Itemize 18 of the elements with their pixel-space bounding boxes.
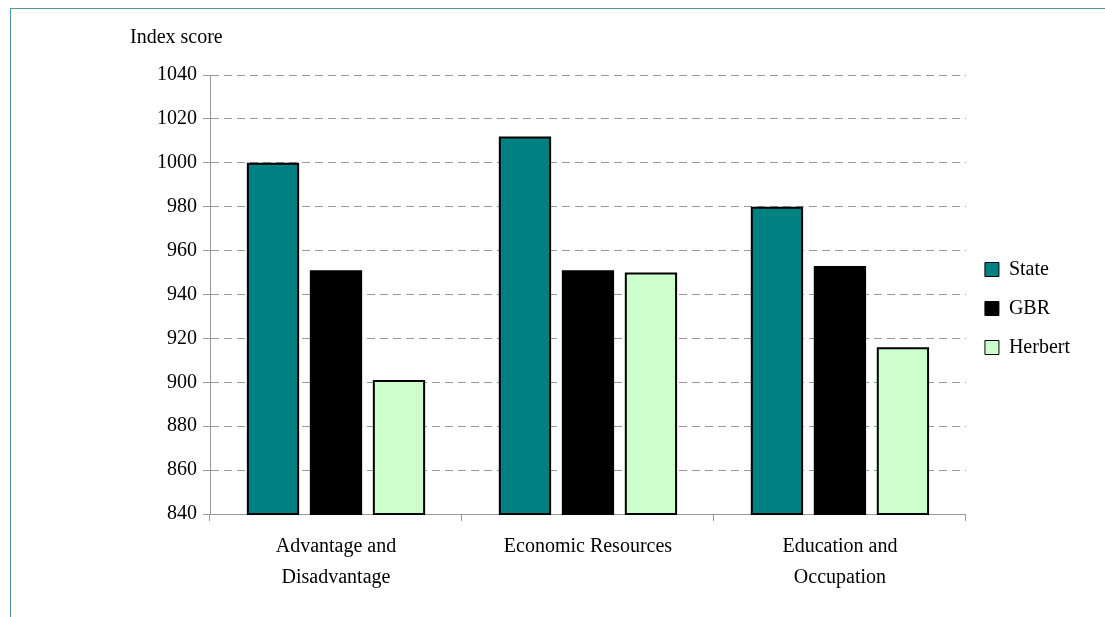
y-tick-label: 1000: [157, 150, 197, 173]
y-tick-label: 880: [167, 413, 197, 436]
legend-label: Herbert: [1008, 334, 1071, 357]
y-tick-label: 840: [167, 501, 197, 524]
y-tick-label: 1040: [157, 62, 197, 85]
legend-label: State: [1008, 256, 1050, 279]
y-tick-label: 920: [167, 325, 197, 348]
y-tick-label: 980: [167, 193, 197, 216]
y-tick-label: 1020: [157, 106, 197, 129]
x-tick-label: Education and Occupation: [782, 533, 898, 588]
x-tick-label: Economic Resources: [503, 533, 673, 556]
y-tick-label: 900: [167, 369, 197, 392]
legend-label: GBR: [1008, 295, 1051, 318]
y-tick-label: 860: [167, 457, 197, 480]
y-tick-label: 960: [167, 237, 197, 260]
x-tick-label: Advantage and Disadvantage: [275, 533, 397, 588]
y-tick-label: 940: [167, 281, 197, 304]
y-axis-title: Index score: [130, 25, 223, 47]
